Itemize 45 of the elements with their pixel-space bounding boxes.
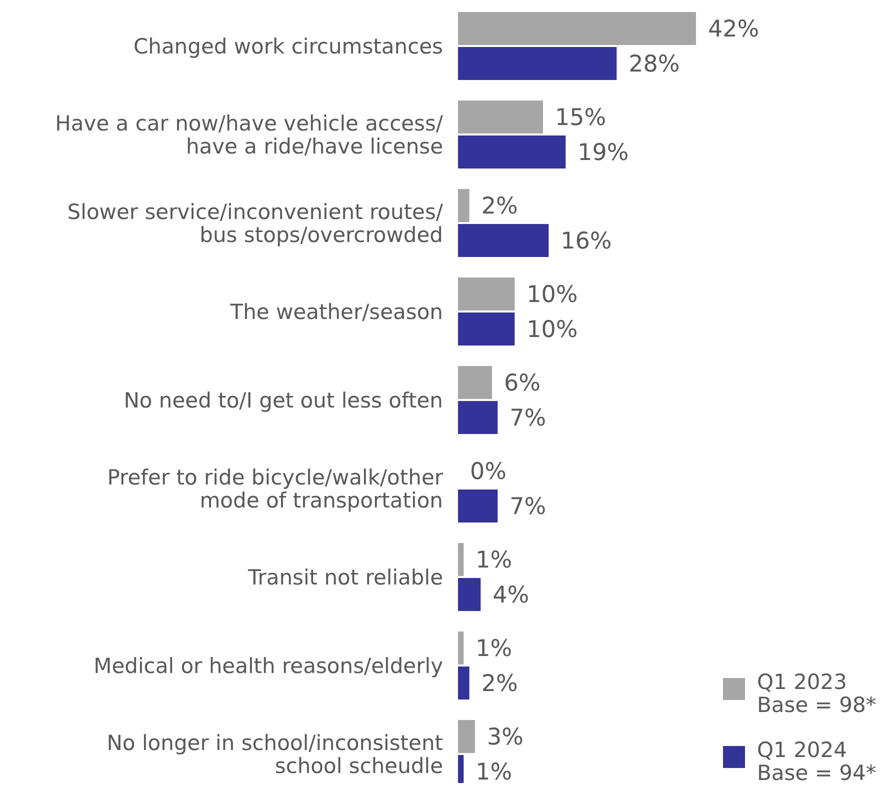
y-tick-label: The weather/season [229,300,443,324]
data-label: 15% [555,105,606,132]
bar [458,490,498,522]
data-label: 10% [526,317,578,344]
data-label: 3% [487,724,524,751]
y-tick-label: Transit not reliable [246,565,443,590]
data-label: 6% [504,370,540,397]
bar [458,401,498,434]
y-tick-label: No longer in school/inconsistent school scheudle [106,730,443,778]
bar [458,189,470,222]
bar [458,100,543,134]
data-label: 1% [476,760,512,786]
data-label: 19% [578,140,629,166]
bar [458,366,492,399]
data-label: 7% [510,406,546,432]
data-label: 42% [708,16,760,43]
data-label: 16% [560,228,612,255]
bar [458,720,475,753]
y-tick-label: Have a car now/have vehicle access/have a ride/have license [55,111,444,158]
y-tick-label: No need to/I get out less often [124,388,443,412]
data-label: 4% [492,582,530,609]
y-tick-label: Slower service/inconvenient routes/bus stops/overcrowded [67,200,444,247]
bar [458,47,617,80]
data-label: 0% [470,459,506,486]
data-label: 2% [481,671,518,698]
data-label: 7% [510,494,546,520]
bar [458,224,549,257]
data-label: 1% [476,636,512,662]
bar [458,632,464,664]
bar [458,312,515,346]
data-label: 1% [476,548,512,574]
y-tick-label: Prefer to ride bicycle/walk/other mode of transportation [107,465,444,512]
data-label: 2% [481,194,518,220]
bar [458,543,464,576]
y-tick-label: Medical or health reasons/elderly [94,654,443,678]
data-label: 10% [526,282,578,308]
bar [458,578,481,611]
data-label: 28% [628,52,680,78]
bar [458,136,566,168]
y-tick-label: Changed work circumstances [133,34,443,58]
bar [458,12,696,45]
legend-label: Q1 2023 Base = 98* [757,670,876,717]
bar [458,666,470,700]
legend-label: Q1 2024 Base = 94* [757,738,876,785]
bar [458,278,515,310]
